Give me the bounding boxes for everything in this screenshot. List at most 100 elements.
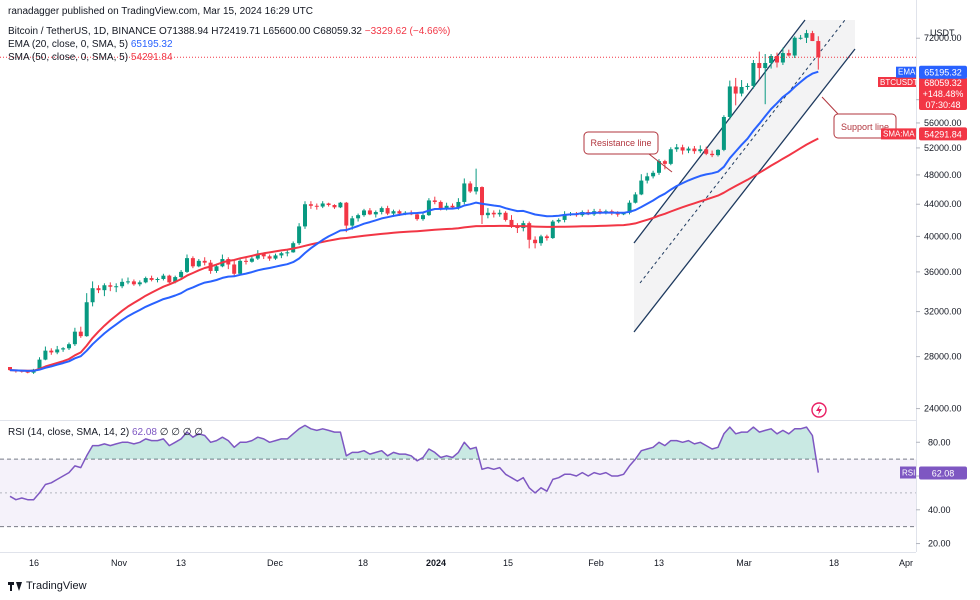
candle-up xyxy=(120,281,125,287)
candle-up xyxy=(716,149,720,156)
candle-down xyxy=(232,264,237,274)
candle-down xyxy=(480,187,484,216)
candle-up xyxy=(645,176,650,181)
change-value: −3329.62 (−4.66%) xyxy=(364,26,451,37)
candle-up xyxy=(214,266,219,271)
ascending-channel-fill xyxy=(634,20,855,332)
bar-countdown: 07:30:48 xyxy=(925,100,960,110)
candle-up xyxy=(462,183,467,202)
candle-up xyxy=(556,219,561,222)
candle-down xyxy=(415,214,420,220)
candle-up xyxy=(745,85,750,88)
ema-price-badge xyxy=(919,65,967,79)
candle-up xyxy=(497,212,502,215)
currency-label: USDT xyxy=(930,28,955,38)
candle-up xyxy=(173,277,178,283)
candle-up xyxy=(43,350,48,360)
candle-up xyxy=(67,344,71,349)
candle-down xyxy=(786,53,791,56)
time-tick-label: Nov xyxy=(111,558,128,568)
candle-down xyxy=(96,288,101,291)
lightning-icon xyxy=(811,402,827,418)
candle-down xyxy=(326,203,331,206)
candle-up xyxy=(657,161,661,173)
candle-down xyxy=(450,205,455,208)
candle-down xyxy=(314,205,319,207)
candle-up xyxy=(751,62,756,86)
price-tick-label: 40000.00 xyxy=(924,231,962,241)
ema-legend-label: EMA (20, close, 0, SMA, 5) xyxy=(8,39,129,50)
candle-down xyxy=(108,285,113,287)
ema-price-value: 65195.32 xyxy=(924,68,962,78)
candle-up xyxy=(804,33,809,38)
candle-up xyxy=(338,202,343,208)
candle-down xyxy=(438,201,443,209)
candle-up xyxy=(238,260,243,274)
symbol-tag-label: BTCUSDT xyxy=(880,78,918,87)
rsi-tick-label: 40.00 xyxy=(928,505,951,515)
candle-up xyxy=(698,149,703,152)
last-price-change-pct: +148.48% xyxy=(923,89,964,99)
price-tick-label: 52000.00 xyxy=(924,143,962,153)
rsi-legend[interactable]: RSI (14, close, SMA, 14, 2) 62.08 ∅ ∅ ∅ … xyxy=(8,427,203,439)
candle-down xyxy=(308,204,313,206)
sma-legend[interactable]: SMA (50, close, 0, SMA, 5) 54291.84 xyxy=(8,52,173,64)
ema-legend[interactable]: EMA (20, close, 0, SMA, 5) 65195.32 xyxy=(8,39,173,51)
resistance-callout-label: Resistance line xyxy=(590,138,651,148)
support-callout-box xyxy=(833,113,897,139)
rsi-overbought-fill xyxy=(85,425,817,460)
sma-legend-value: 54291.84 xyxy=(130,52,173,63)
price-tick-label: 24000.00 xyxy=(924,404,962,414)
resistance-callout-box xyxy=(583,131,659,155)
sma-legend-label: SMA (50, close, 0, SMA, 5) xyxy=(8,52,129,63)
candle-up xyxy=(143,278,148,283)
candle-up xyxy=(739,87,744,94)
candle-down xyxy=(503,212,508,220)
candle-up xyxy=(179,271,184,278)
tradingview-logo[interactable]: TradingView xyxy=(8,580,87,592)
price-tick-label: 32000.00 xyxy=(924,307,962,317)
candle-down xyxy=(167,275,172,283)
last-price-value: 68059.32 xyxy=(924,78,962,88)
candle-down xyxy=(8,366,12,371)
candle-up xyxy=(356,215,361,219)
candle-down xyxy=(733,86,738,94)
last-price-badge xyxy=(919,77,967,110)
ema-tag-label: EMA xyxy=(898,68,916,77)
candle-up xyxy=(55,349,60,353)
candle-down xyxy=(615,213,620,215)
candle-up xyxy=(379,208,384,212)
candle-down xyxy=(261,253,266,257)
time-tick-label: 15 xyxy=(503,558,513,568)
symbol-name[interactable]: Bitcoin / TetherUS, 1D, BINANCE xyxy=(8,26,157,37)
low-value: L65600.00 xyxy=(262,26,311,37)
price-tick-label: 48000.00 xyxy=(924,170,962,180)
candle-up xyxy=(763,62,768,69)
candle-up xyxy=(72,331,77,345)
candle-up xyxy=(769,56,774,63)
symbol-ohlc-line: Bitcoin / TetherUS, 1D, BINANCE O71388.9… xyxy=(8,26,450,38)
lightning-icon-bolt xyxy=(816,405,822,415)
candle-up xyxy=(102,285,107,291)
candle-up xyxy=(185,258,189,272)
ema-tag-box xyxy=(896,66,916,78)
candle-down xyxy=(544,236,549,239)
candle-up xyxy=(727,86,732,117)
candle-down xyxy=(515,226,520,229)
support-line xyxy=(633,48,856,333)
candle-up xyxy=(161,275,166,279)
rsi-tick-label: 20.00 xyxy=(928,539,951,549)
rsi-band xyxy=(0,459,916,527)
candle-up xyxy=(668,149,673,164)
candle-down xyxy=(810,33,815,42)
candle-up xyxy=(84,302,89,337)
candle-up xyxy=(674,147,679,150)
candle-up xyxy=(627,202,632,213)
symbol-tag-box xyxy=(878,77,916,87)
sma-price-value: 54291.84 xyxy=(924,129,962,139)
candle-up xyxy=(780,53,785,63)
price-tick-label: 72000.00 xyxy=(924,33,962,43)
candle-down xyxy=(131,281,136,285)
time-tick-label: Apr xyxy=(899,558,913,568)
